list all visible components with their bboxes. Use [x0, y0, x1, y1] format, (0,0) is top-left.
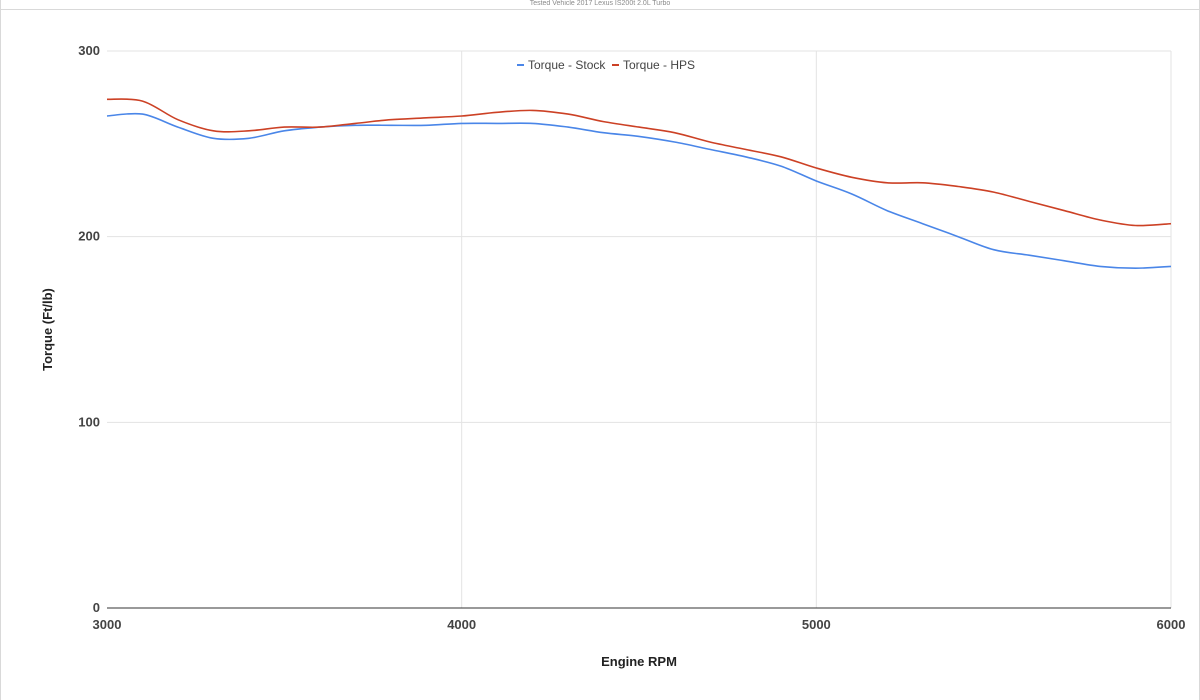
y-axis-title: Torque (Ft/lb): [40, 288, 55, 371]
y-tick-label: 300: [78, 43, 100, 58]
legend-label: Torque - HPS: [623, 58, 695, 72]
y-tick-label: 100: [78, 414, 100, 429]
series-line-torque-stock: [106, 112, 1172, 270]
x-tick-label: 6000: [1157, 617, 1186, 632]
chart-subtitle: Tested Vehicle 2017 Lexus IS200t 2.0L Tu…: [0, 0, 1200, 10]
legend-label: Torque - Stock: [528, 58, 606, 72]
x-tick-label: 5000: [802, 617, 831, 632]
x-axis-title: Engine RPM: [601, 654, 677, 669]
x-tick-label: 3000: [93, 617, 122, 632]
series-line-torque-hps: [106, 98, 1172, 227]
x-tick-label: 4000: [447, 617, 476, 632]
y-tick-label: 200: [78, 229, 100, 244]
y-tick-label: 0: [93, 600, 100, 615]
